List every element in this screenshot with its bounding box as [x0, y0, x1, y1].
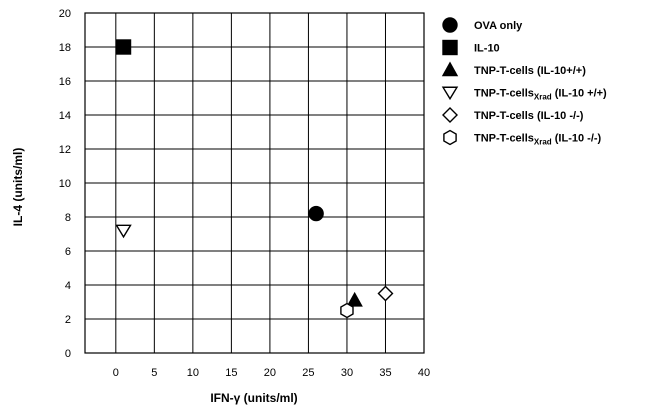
legend-marker	[442, 17, 458, 33]
legend-marker	[441, 86, 459, 101]
y-tick-label: 20	[59, 8, 71, 20]
y-axis-title: IL-4 (units/ml)	[11, 148, 25, 227]
x-tick-label: 15	[225, 367, 237, 379]
data-point	[377, 285, 394, 302]
legend-entry: TNP-T-cellsXrad (IL-10 +/+)	[474, 88, 607, 102]
data-points	[115, 39, 394, 319]
legend-entry: TNP-T-cellsXrad (IL-10 -/-)	[474, 133, 602, 147]
data-point	[115, 39, 132, 55]
x-tick-label: 35	[379, 367, 391, 379]
data-point	[308, 205, 324, 222]
y-tick-label: 12	[59, 144, 71, 156]
y-tick-label: 10	[59, 178, 71, 190]
y-tick-label: 2	[65, 314, 71, 326]
legend-entry: IL-10	[474, 43, 500, 55]
x-tick-label: 20	[264, 367, 276, 379]
x-tick-label: 30	[341, 367, 353, 379]
y-tick-label: 6	[65, 246, 71, 258]
y-tick-label: 18	[59, 42, 71, 54]
x-axis-title: IFN-γ (units/ml)	[210, 391, 297, 405]
y-tick-label: 0	[65, 348, 71, 360]
y-tick-label: 8	[65, 212, 71, 224]
legend-entry: TNP-T-cells (IL-10+/+)	[474, 65, 586, 77]
data-point	[340, 302, 354, 319]
legend: OVA only IL-10 TNP-T-cells (IL-10+/+) TNP-T…	[441, 17, 607, 147]
y-tick-label: 4	[65, 280, 71, 292]
legend-marker	[443, 129, 457, 146]
y-tick-label: 14	[59, 110, 71, 122]
x-tick-label: 10	[187, 367, 199, 379]
legend-entry: TNP-T-cells (IL-10 -/-)	[474, 110, 584, 122]
legend-entry: OVA only	[474, 20, 523, 32]
legend-marker	[441, 61, 459, 77]
x-tick-label: 0	[113, 367, 119, 379]
x-tick-label: 5	[151, 367, 157, 379]
x-tick-label: 25	[302, 367, 314, 379]
x-axis-ticks: 0 5 10 15 20 25 30 35 40	[113, 367, 430, 379]
legend-marker	[442, 107, 458, 123]
data-point	[346, 291, 363, 307]
grid	[84, 12, 425, 354]
data-point	[115, 224, 132, 239]
legend-marker	[442, 39, 458, 56]
x-tick-label: 40	[418, 367, 430, 379]
y-tick-label: 16	[59, 76, 71, 88]
y-axis-ticks: 0 2 4 6 8 10 12 14 16 18 20	[59, 8, 71, 360]
